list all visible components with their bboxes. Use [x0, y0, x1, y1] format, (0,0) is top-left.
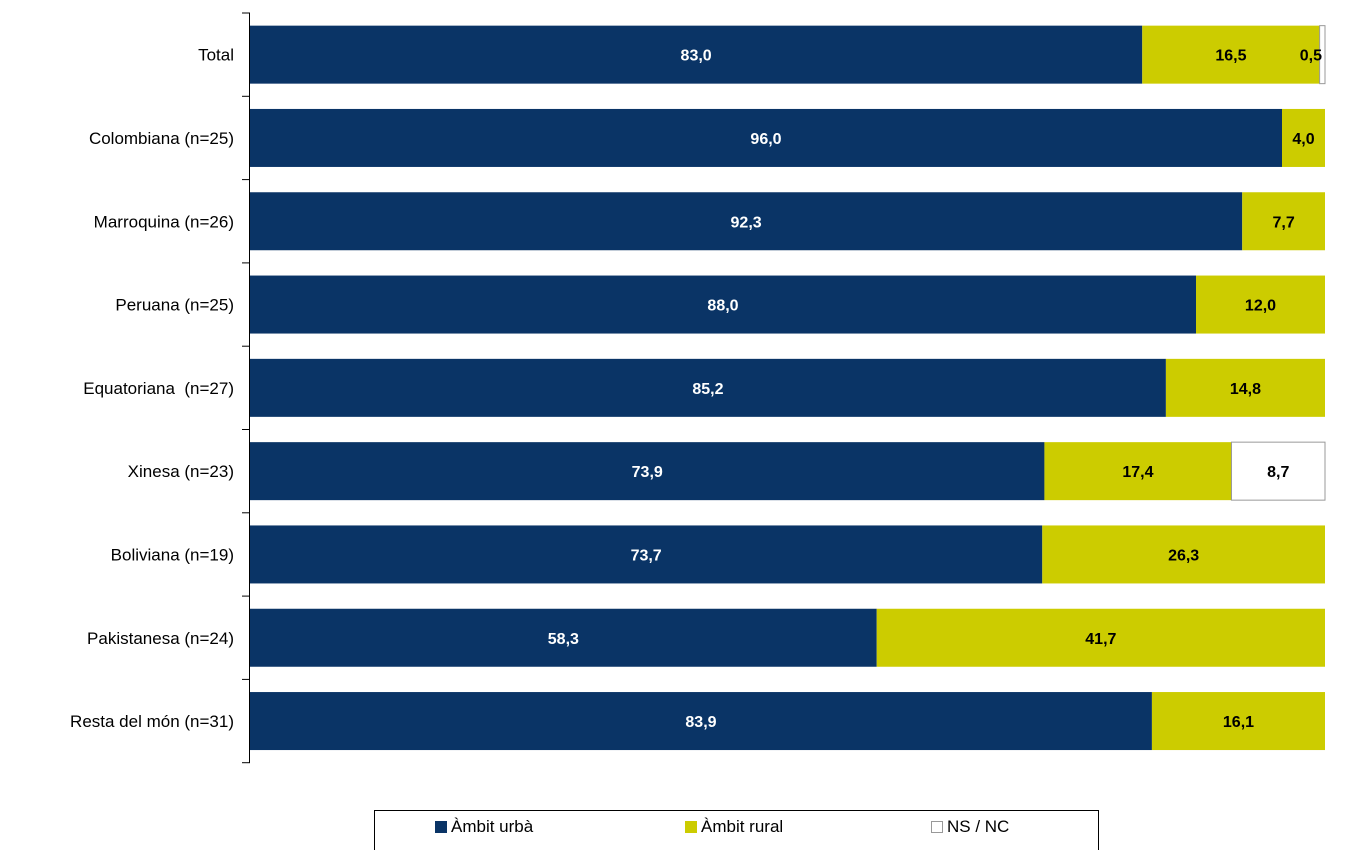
- category-label: Xinesa (n=23): [128, 462, 234, 481]
- legend-swatch-rural: [685, 821, 697, 833]
- bar-segment-series-1: [1196, 275, 1325, 334]
- data-label: 12,0: [1245, 298, 1276, 315]
- legend: Àmbit urbà Àmbit rural NS / NC: [374, 810, 1099, 850]
- bar-segment-series-0: [250, 275, 1196, 334]
- bar-segment-series-0: [250, 525, 1043, 584]
- bar-segment-series-1: [876, 608, 1325, 667]
- data-label: 83,9: [685, 714, 716, 731]
- bar-segment-series-1: [1165, 358, 1325, 417]
- category-label: Resta del món (n=31): [70, 712, 234, 731]
- category-axis: [242, 12, 250, 764]
- bar-segment-series-1: [1042, 525, 1325, 584]
- bar-segment-series-0: [250, 108, 1282, 167]
- category-label: Boliviana (n=19): [111, 545, 234, 564]
- category-label: Total: [198, 46, 234, 65]
- bar-segment-series-1: [1142, 25, 1320, 84]
- legend-label-urban: Àmbit urbà: [451, 817, 534, 836]
- bar-segment-series-1: [1044, 442, 1232, 501]
- category-labels: Total Colombiana (n=25) Marroquina (n=26) P…: [70, 46, 234, 731]
- legend-label-nsnc: NS / NC: [947, 817, 1010, 836]
- data-label: 7,7: [1272, 214, 1294, 231]
- bar-segment-series-1: [1282, 108, 1325, 167]
- data-label: 96,0: [750, 131, 781, 148]
- category-label: Marroquina (n=26): [94, 212, 234, 231]
- bar-segment-series-0: [250, 358, 1166, 417]
- data-label: 73,9: [632, 464, 663, 481]
- bar-segment-series-0: [250, 192, 1243, 251]
- data-label: 26,3: [1168, 547, 1199, 564]
- data-label: 0,5: [1300, 48, 1322, 65]
- legend-label-rural: Àmbit rural: [701, 817, 784, 836]
- data-label: 41,7: [1085, 631, 1116, 648]
- data-label: 17,4: [1122, 464, 1153, 481]
- legend-item-urban: Àmbit urbà: [435, 817, 533, 837]
- bar-segment-series-1: [1242, 192, 1325, 251]
- category-label: Equatoriana (n=27): [83, 379, 234, 398]
- bar-segment-series-0: [250, 692, 1152, 751]
- data-label: 85,2: [692, 381, 723, 398]
- bar-segment-series-2: [1230, 441, 1326, 501]
- legend-swatch-urban: [435, 821, 447, 833]
- data-label: 14,8: [1230, 381, 1261, 398]
- bar-segment-series-1: [1151, 692, 1325, 751]
- bar-segment-series-0: [250, 442, 1045, 501]
- legend-item-rural: Àmbit rural: [685, 817, 783, 837]
- bar-segment-series-0: [250, 608, 877, 667]
- data-label: 92,3: [731, 214, 762, 231]
- data-label: 88,0: [707, 298, 738, 315]
- legend-swatch-nsnc: [931, 821, 943, 833]
- category-label: Pakistanesa (n=24): [87, 629, 234, 648]
- data-label: 73,7: [631, 547, 662, 564]
- bar-segment-series-2: [1319, 25, 1326, 85]
- category-label: Peruana (n=25): [115, 296, 234, 315]
- category-label: Colombiana (n=25): [89, 129, 234, 148]
- data-label: 16,5: [1215, 48, 1246, 65]
- data-label: 16,1: [1223, 714, 1254, 731]
- data-label: 83,0: [681, 48, 712, 65]
- bar-segment-series-0: [250, 25, 1143, 84]
- value-labels: 83,0 16,5 0,5 96,0 4,0 92,3 7,7 88,0 12,0 85,2 14,…: [548, 48, 1322, 731]
- data-label: 58,3: [548, 631, 579, 648]
- data-label: 8,7: [1267, 464, 1289, 481]
- bars: [250, 25, 1326, 751]
- legend-item-nsnc: NS / NC: [931, 817, 1009, 837]
- data-label: 4,0: [1292, 131, 1314, 148]
